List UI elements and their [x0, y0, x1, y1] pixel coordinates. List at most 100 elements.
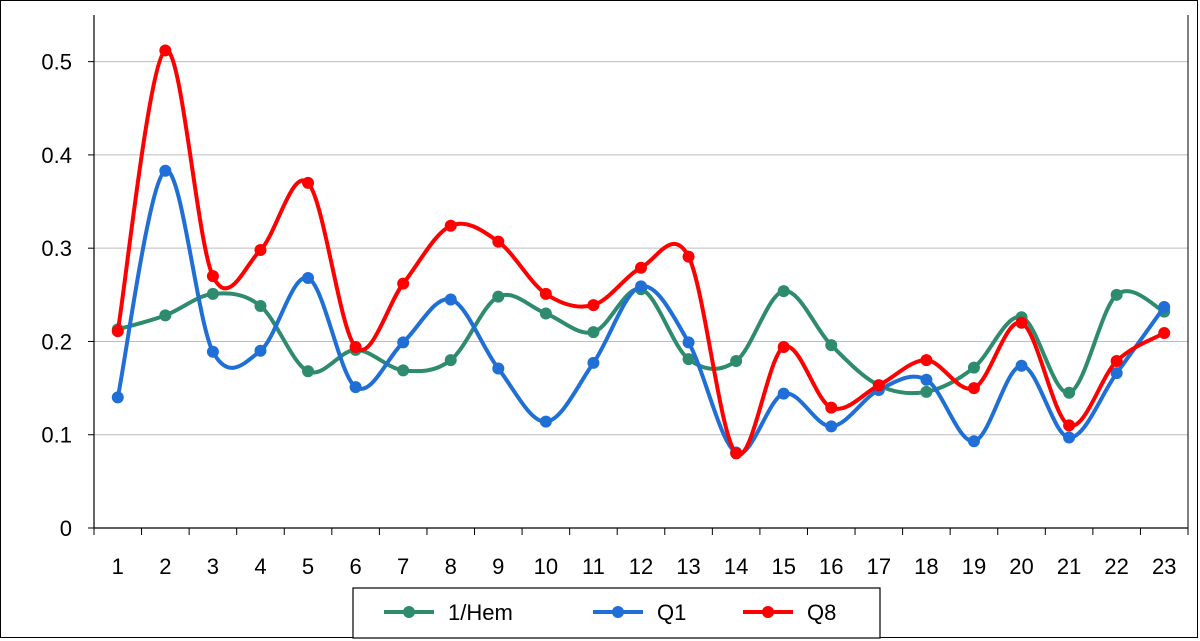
series-q8	[111, 44, 1171, 460]
data-point	[111, 391, 124, 404]
data-point	[302, 176, 315, 189]
x-tick-label: 22	[1104, 554, 1128, 579]
data-point	[730, 447, 743, 460]
y-tick-label: 0	[60, 516, 72, 541]
data-point	[1015, 316, 1028, 329]
legend-label: Q8	[807, 600, 836, 625]
data-point	[967, 435, 980, 448]
x-tick-label: 21	[1057, 554, 1081, 579]
data-point	[254, 300, 267, 313]
data-point	[825, 401, 838, 414]
x-tick-label: 5	[302, 554, 314, 579]
data-point	[967, 361, 980, 374]
x-tick-label: 10	[534, 554, 558, 579]
legend-entry: Q8	[743, 600, 836, 625]
data-point	[1015, 359, 1028, 372]
data-point	[492, 290, 505, 303]
data-point	[635, 280, 647, 293]
x-tick-label: 23	[1152, 554, 1176, 579]
data-point	[444, 293, 457, 306]
data-point	[587, 326, 600, 339]
series-line	[115, 48, 1167, 457]
x-tick-label: 6	[349, 554, 361, 579]
data-point	[206, 287, 219, 300]
data-point	[349, 381, 362, 394]
gridlines	[94, 61, 1188, 436]
legend-swatch-marker	[762, 606, 774, 618]
data-point	[492, 362, 505, 375]
x-tick-label: 7	[397, 554, 409, 579]
legend-label: Q1	[657, 600, 686, 625]
data-point	[872, 379, 885, 392]
x-tick-label: 8	[445, 554, 457, 579]
data-point	[1158, 327, 1171, 340]
data-point	[539, 415, 552, 428]
data-point	[397, 336, 410, 349]
data-point	[777, 341, 790, 354]
data-point	[967, 382, 980, 395]
data-point	[397, 277, 410, 290]
data-point	[444, 354, 457, 367]
data-point	[825, 339, 838, 352]
data-point	[397, 364, 410, 377]
y-tick-label: 0.5	[41, 50, 72, 75]
y-tick-label: 0.1	[41, 423, 72, 448]
y-tick-label: 0.4	[41, 143, 72, 168]
data-point	[1063, 419, 1076, 432]
legend-swatch-marker	[612, 606, 624, 618]
x-tick-label: 4	[254, 554, 266, 579]
data-point	[1063, 431, 1076, 444]
data-point	[920, 354, 933, 367]
data-point	[1110, 288, 1123, 301]
x-tick-label: 1	[112, 554, 124, 579]
x-tick-label: 19	[962, 554, 986, 579]
data-point	[539, 287, 552, 300]
data-point	[920, 373, 933, 386]
x-tick-label: 11	[582, 554, 605, 579]
data-point	[1158, 300, 1171, 313]
data-point	[159, 164, 172, 177]
x-tick-label: 20	[1009, 554, 1033, 579]
x-tick-label: 18	[914, 554, 938, 579]
data-point	[539, 307, 552, 320]
data-point	[444, 219, 457, 232]
data-point	[920, 385, 933, 398]
x-tick-label: 13	[676, 554, 700, 579]
legend-entry: Q1	[593, 600, 686, 625]
data-point	[254, 244, 267, 257]
data-point	[159, 44, 172, 57]
axes: 00.10.20.30.40.51 2 3 4 5 6 7 8 9 10 11 12 13 14 15 16 1…	[41, 15, 1189, 579]
data-point	[682, 250, 695, 263]
series-group	[111, 44, 1171, 460]
data-point	[302, 365, 315, 378]
y-tick-label: 0.3	[41, 236, 72, 261]
data-point	[1063, 386, 1076, 399]
data-point	[587, 356, 600, 369]
data-point	[730, 355, 743, 368]
data-point	[635, 261, 647, 274]
data-point	[1110, 367, 1123, 380]
legend-swatch-marker	[403, 606, 415, 618]
data-point	[349, 341, 362, 354]
data-point	[587, 299, 600, 312]
data-point	[206, 270, 219, 283]
legend: 1/Hem Q1 Q8	[352, 587, 881, 639]
series-line	[115, 168, 1167, 455]
data-point	[111, 325, 124, 338]
y-tick-label: 0.2	[41, 329, 72, 354]
x-tick-label: 16	[819, 554, 843, 579]
data-point	[777, 387, 790, 400]
data-point	[302, 272, 315, 285]
x-tick-label: 14	[724, 554, 748, 579]
x-tick-label: 12	[629, 554, 653, 579]
data-point	[159, 309, 172, 322]
x-tick-label: 9	[492, 554, 504, 579]
data-point	[1110, 355, 1123, 368]
data-point	[206, 345, 219, 358]
legend-entry: 1/Hem	[384, 600, 513, 625]
x-tick-label: 3	[207, 554, 219, 579]
data-point	[254, 344, 267, 357]
x-tick-label: 2	[159, 554, 171, 579]
series-q1	[111, 164, 1171, 459]
